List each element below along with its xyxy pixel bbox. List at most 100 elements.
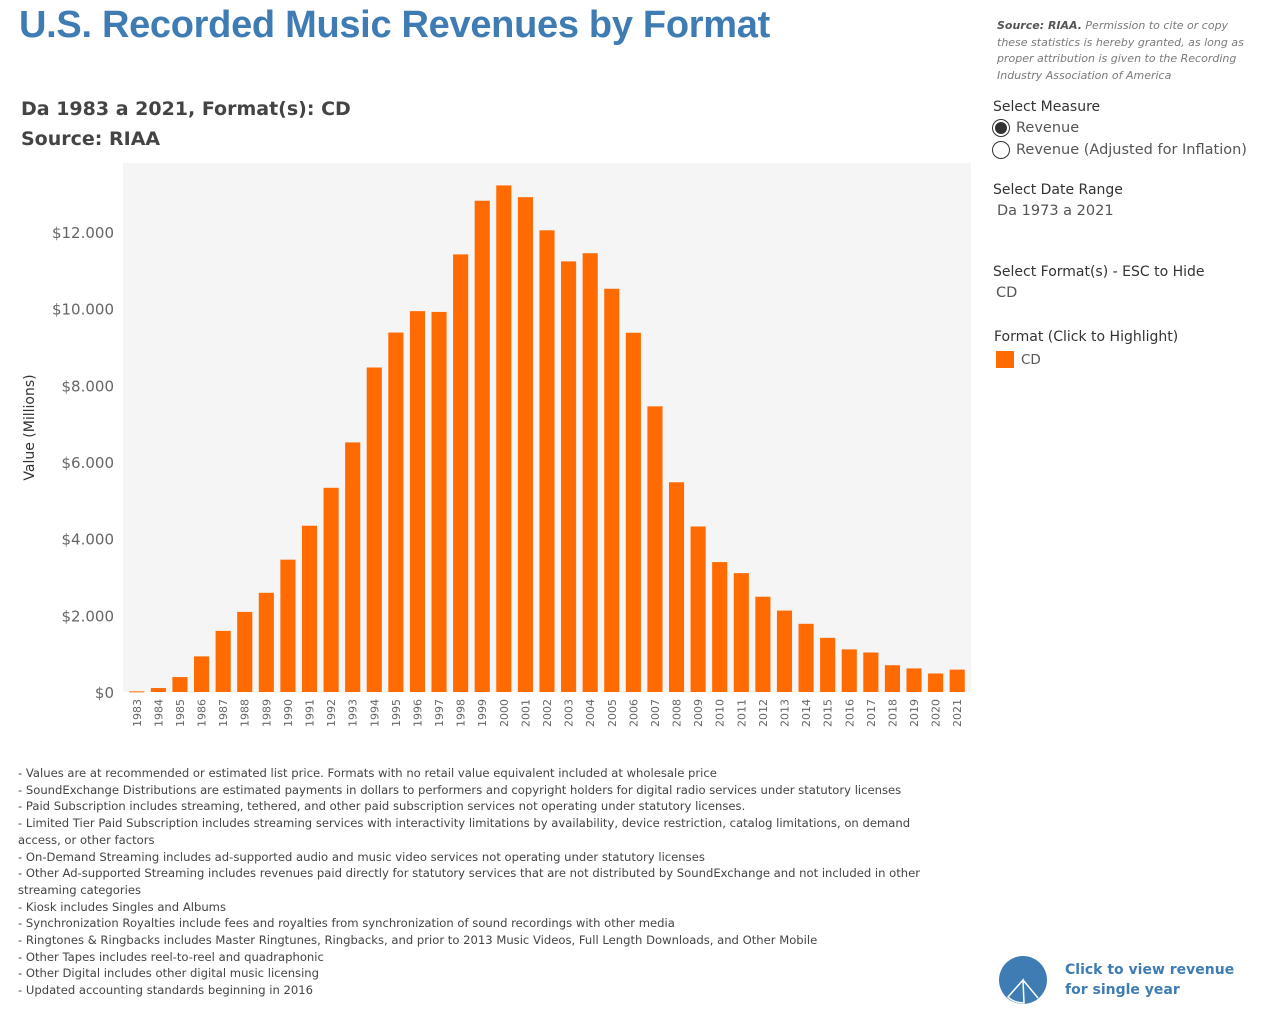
measure-option-inflation[interactable]: Revenue (Adjusted for Inflation) (992, 141, 1247, 159)
bar-1989[interactable] (258, 592, 274, 692)
bar-1995[interactable] (388, 332, 404, 692)
bar-2001[interactable] (517, 197, 533, 692)
bar-1991[interactable] (301, 525, 318, 692)
x-tick-label: 2020 (930, 699, 943, 727)
y-tick-label: $8.000 (62, 377, 115, 395)
bar-2011[interactable] (733, 573, 749, 692)
x-tick-label: 1995 (390, 699, 403, 727)
bar-1990[interactable] (280, 559, 296, 692)
measure-title: Select Measure (993, 99, 1101, 115)
bar-2012[interactable] (755, 596, 771, 692)
single-year-link-label: Click to view revenue for single year (1065, 962, 1235, 998)
legend-item-cd[interactable]: CD (996, 351, 1041, 368)
footnote-item: - Paid Subscription includes streaming, … (18, 799, 746, 814)
bar-2000[interactable] (496, 185, 512, 693)
bar-1998[interactable] (453, 254, 469, 692)
bar-2018[interactable] (884, 665, 900, 692)
x-tick-label: 1996 (411, 699, 424, 727)
footnote-item: - Updated accounting standards beginning… (18, 983, 313, 998)
legend-swatch (996, 351, 1014, 368)
legend-title: Format (Click to Highlight) (994, 329, 1179, 345)
measure-option-revenue[interactable]: Revenue (992, 119, 1079, 137)
bar-1999[interactable] (474, 200, 490, 692)
bar-1986[interactable] (194, 656, 210, 692)
y-tick-label: $4.000 (62, 531, 115, 549)
x-tick-label: 2005 (606, 699, 619, 727)
date-range-value[interactable]: Da 1973 a 2021 (997, 203, 1114, 219)
footnotes: - Values are at recommended or estimated… (18, 765, 953, 999)
bar-2016[interactable] (841, 649, 857, 692)
bar-1992[interactable] (323, 487, 339, 692)
bar-1983[interactable] (129, 691, 145, 693)
bar-1997[interactable] (431, 311, 447, 692)
x-tick-label: 2009 (692, 699, 705, 727)
y-axis-title: Value (Millions) (22, 374, 38, 480)
bar-1994[interactable] (366, 367, 382, 692)
footnote-item: - Synchronization Royalties include fees… (18, 916, 675, 931)
bar-2010[interactable] (712, 562, 728, 692)
bar-1993[interactable] (345, 442, 361, 692)
source-note-text: Permission to cite or copy these statist… (997, 19, 1244, 82)
x-tick-label: 1999 (476, 699, 489, 727)
bar-1988[interactable] (237, 611, 253, 692)
footnote-item: - Limited Tier Paid Subscription include… (18, 816, 911, 847)
x-tick-label: 2021 (951, 699, 964, 727)
bar-2021[interactable] (949, 669, 965, 692)
bar-2005[interactable] (604, 288, 620, 692)
bar-chart: $0 $2.000 $4.000 $6.000 $8.000 $10.000 $12.000… (22, 163, 971, 727)
source-note-label: Source: RIAA. (997, 19, 1082, 32)
bar-2002[interactable] (539, 230, 555, 692)
format-filter-value[interactable]: CD (996, 285, 1018, 301)
x-tick-label: 1989 (260, 699, 273, 727)
bar-2007[interactable] (647, 406, 663, 692)
y-tick-label: $2.000 (62, 607, 115, 625)
bar-2014[interactable] (798, 623, 814, 692)
bar-2013[interactable] (776, 610, 793, 692)
bar-1985[interactable] (172, 677, 188, 692)
x-tick-label: 2010 (714, 699, 727, 727)
bar-1996[interactable] (409, 311, 426, 692)
bar-2019[interactable] (906, 668, 922, 692)
legend-label: CD (1021, 351, 1041, 368)
bar-2008[interactable] (668, 482, 685, 692)
x-tick-label: 2013 (778, 699, 791, 727)
bar-2004[interactable] (582, 253, 598, 692)
footnote-item: - Other Ad-supported Streaming includes … (18, 866, 921, 897)
page-title: U.S. Recorded Music Revenues by Format (19, 4, 770, 46)
y-tick-label: $10.000 (52, 301, 114, 319)
y-tick-label: $6.000 (62, 454, 115, 472)
footnote-item: - Other Tapes includes reel-to-reel and … (18, 949, 324, 964)
bar-2006[interactable] (625, 332, 641, 692)
footnote-item: - Ringtones & Ringbacks includes Master … (18, 933, 818, 948)
bar-2003[interactable] (561, 261, 577, 692)
chart-subtitle: Da 1983 a 2021, Format(s): CD Source: RI… (21, 94, 351, 154)
y-tick-label: $0 (95, 684, 114, 702)
x-tick-label: 2004 (584, 699, 597, 727)
x-tick-label: 1992 (325, 699, 338, 727)
x-tick-label: 1994 (368, 699, 381, 727)
bar-1984[interactable] (150, 688, 166, 692)
measure-option-label: Revenue (1016, 120, 1080, 136)
footnote-item: - On-Demand Streaming includes ad-suppor… (18, 849, 705, 864)
x-tick-label: 2006 (627, 699, 640, 727)
x-tick-label: 2012 (757, 699, 770, 727)
x-tick-label: 2000 (498, 699, 511, 727)
radio-button[interactable] (992, 141, 1010, 159)
bar-2015[interactable] (820, 637, 836, 692)
subtitle-source: Source: RIAA (21, 128, 161, 150)
bar-2009[interactable] (690, 526, 706, 692)
radio-button[interactable] (992, 119, 1010, 137)
single-year-link[interactable]: Click to view revenue for single year (998, 955, 1245, 1005)
x-tick-label: 2019 (908, 699, 921, 727)
x-tick-label: 2015 (822, 699, 835, 727)
measure-option-label: Revenue (Adjusted for Inflation) (1016, 142, 1247, 158)
bar-2020[interactable] (928, 673, 944, 692)
bar-1987[interactable] (215, 630, 231, 692)
x-tick-label: 2016 (843, 699, 856, 727)
x-tick-label: 1985 (174, 699, 187, 727)
x-tick-label: 2002 (541, 699, 554, 727)
x-tick-label: 1983 (131, 699, 144, 727)
x-tick-label: 1997 (433, 699, 446, 727)
source-note: Source: RIAA. Permission to cite or copy… (997, 18, 1259, 84)
bar-2017[interactable] (863, 652, 879, 692)
